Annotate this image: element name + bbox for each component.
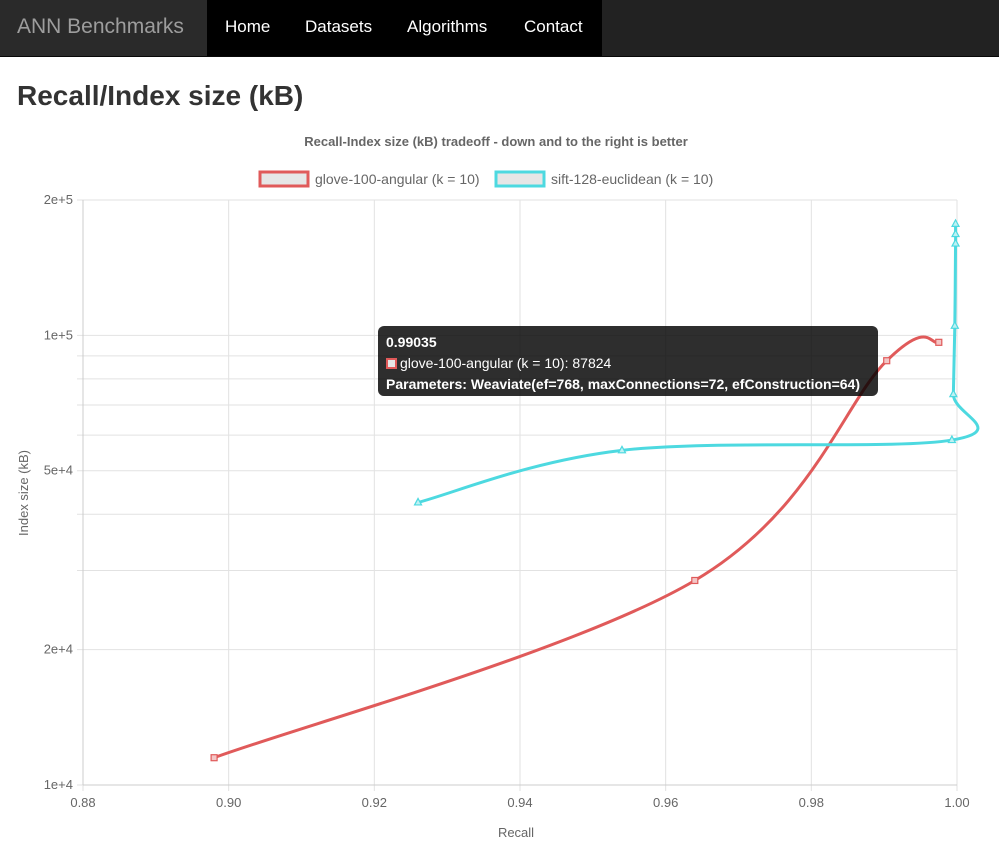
series-glove bbox=[210, 335, 943, 762]
x-tick-label: 0.94 bbox=[507, 795, 532, 810]
legend-item-glove[interactable]: glove-100-angular (k = 10) bbox=[258, 170, 480, 188]
nav-menu: Home Datasets Algorithms Contact bbox=[207, 0, 602, 56]
page-title: Recall/Index size (kB) bbox=[17, 80, 304, 111]
recall-index-size-chart: Recall-Index size (kB) tradeoff - down a… bbox=[16, 134, 980, 840]
tooltip-title: 0.99035 bbox=[386, 334, 437, 350]
data-tooltip: 0.99035 glove-100-angular (k = 10): 8782… bbox=[378, 326, 878, 396]
x-tick-label: 0.96 bbox=[653, 795, 678, 810]
series-layer bbox=[210, 218, 980, 762]
legend-swatch-sift bbox=[494, 170, 546, 188]
data-point-sift[interactable] bbox=[951, 218, 961, 227]
legend-item-sift[interactable]: sift-128-euclidean (k = 10) bbox=[494, 170, 713, 188]
y-tick-label: 5e+4 bbox=[44, 463, 73, 478]
series-sift bbox=[413, 218, 980, 506]
x-tick-label: 0.98 bbox=[799, 795, 824, 810]
data-point-glove[interactable] bbox=[883, 357, 891, 365]
legend-swatch-glove bbox=[258, 170, 310, 188]
series-line-glove bbox=[213, 335, 940, 760]
data-point-glove[interactable] bbox=[210, 754, 218, 762]
legend: glove-100-angular (k = 10) sift-128-eucl… bbox=[258, 170, 713, 188]
brand-link[interactable]: ANN Benchmarks bbox=[0, 0, 207, 56]
y-axis-label: Index size (kB) bbox=[16, 450, 31, 536]
nav-algorithms[interactable]: Algorithms bbox=[407, 17, 488, 36]
data-point-sift[interactable] bbox=[951, 228, 961, 238]
nav-home[interactable]: Home bbox=[225, 17, 271, 36]
navbar: ANN Benchmarks Home Datasets Algorithms … bbox=[0, 0, 999, 57]
tooltip-row: glove-100-angular (k = 10): 87824 bbox=[386, 353, 870, 374]
data-point-sift[interactable] bbox=[617, 445, 627, 454]
grid bbox=[77, 199, 958, 791]
tooltip-footer: Parameters: Weaviate(ef=768, maxConnecti… bbox=[386, 376, 860, 392]
legend-label-sift: sift-128-euclidean (k = 10) bbox=[551, 171, 713, 187]
x-tick-label: 1.00 bbox=[944, 795, 969, 810]
data-point-sift[interactable] bbox=[950, 320, 960, 329]
nav-datasets[interactable]: Datasets bbox=[305, 17, 373, 36]
chart-title: Recall-Index size (kB) tradeoff - down a… bbox=[304, 134, 688, 149]
x-axis-label: Recall bbox=[498, 825, 534, 840]
y-tick-label: 2e+4 bbox=[44, 642, 73, 657]
y-axis-ticks: 1e+4 2e+4 5e+4 1e+5 2e+5 bbox=[44, 192, 73, 792]
x-tick-label: 0.90 bbox=[216, 795, 241, 810]
tooltip-label: glove-100-angular (k = 10): 87824 bbox=[400, 355, 612, 371]
tooltip-swatch bbox=[386, 358, 397, 369]
y-tick-label: 1e+5 bbox=[44, 327, 73, 342]
data-point-sift[interactable] bbox=[947, 434, 957, 444]
data-point-sift[interactable] bbox=[951, 238, 961, 247]
data-point-sift[interactable] bbox=[948, 388, 958, 398]
legend-label-glove: glove-100-angular (k = 10) bbox=[315, 171, 480, 187]
nav-contact[interactable]: Contact bbox=[524, 17, 583, 36]
x-tick-label: 0.92 bbox=[362, 795, 387, 810]
data-point-sift[interactable] bbox=[413, 497, 423, 506]
y-tick-label: 2e+5 bbox=[44, 192, 73, 207]
x-axis-ticks: 0.88 0.90 0.92 0.94 0.96 0.98 1.00 bbox=[70, 795, 969, 810]
y-tick-label: 1e+4 bbox=[44, 777, 73, 792]
data-point-glove[interactable] bbox=[691, 576, 699, 585]
x-tick-label: 0.88 bbox=[70, 795, 95, 810]
data-point-glove[interactable] bbox=[935, 338, 943, 346]
